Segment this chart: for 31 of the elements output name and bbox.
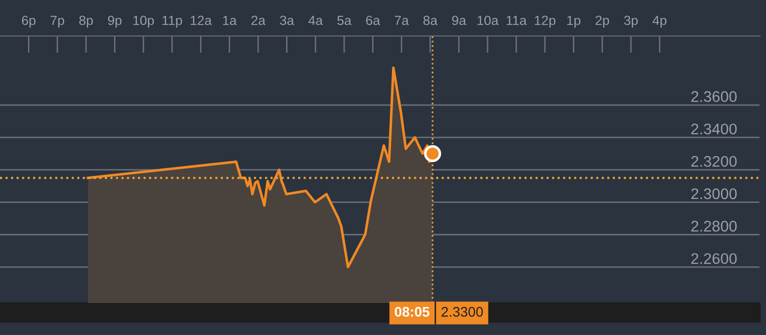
- x-tick-label: 10a: [478, 16, 499, 26]
- text: 2.3300: [442, 306, 483, 317]
- y-tick-label: 2.3600: [691, 91, 737, 102]
- x-tick-label: 7a: [394, 16, 409, 26]
- x-tick-label: 6a: [366, 16, 380, 26]
- y-tick-label: 2.2800: [691, 220, 737, 232]
- x-tick-label: 3p: [624, 16, 638, 28]
- x-tick-label: 11a: [506, 16, 527, 26]
- x-tick-label: 8p: [79, 16, 93, 28]
- x-tick-label: 9a: [452, 16, 466, 26]
- x-tick-label: 11p: [162, 16, 182, 28]
- x-tick-label: 1p: [567, 16, 580, 28]
- x-tick-label: 2a: [251, 16, 266, 26]
- ref-line-label: 08:05: [394, 306, 430, 317]
- x-tick-label: 12a: [190, 16, 212, 26]
- x-tick-label: 2p: [596, 16, 610, 28]
- x-tick-label: 10p: [133, 16, 154, 28]
- y-tick-label: 2.3000: [691, 188, 737, 200]
- x-tick-label: 3a: [280, 16, 294, 26]
- x-tick-label: 4a: [308, 16, 323, 26]
- x-tick-label: 6p: [22, 16, 36, 28]
- x-tick-label: 1a: [223, 16, 237, 26]
- x-tick-label: 7p: [50, 16, 64, 28]
- y-tick-label: 2.3200: [691, 156, 737, 167]
- y-tick-label: 2.3400: [691, 124, 737, 134]
- x-tick-label: 8a: [423, 16, 438, 26]
- x-tick-label: 9p: [108, 16, 122, 28]
- x-tick-label: 4p: [652, 16, 666, 28]
- x-tick-label: 12p: [534, 16, 556, 28]
- y-tick-label: 2.2600: [691, 253, 737, 264]
- x-tick-label: 5a: [337, 16, 352, 26]
